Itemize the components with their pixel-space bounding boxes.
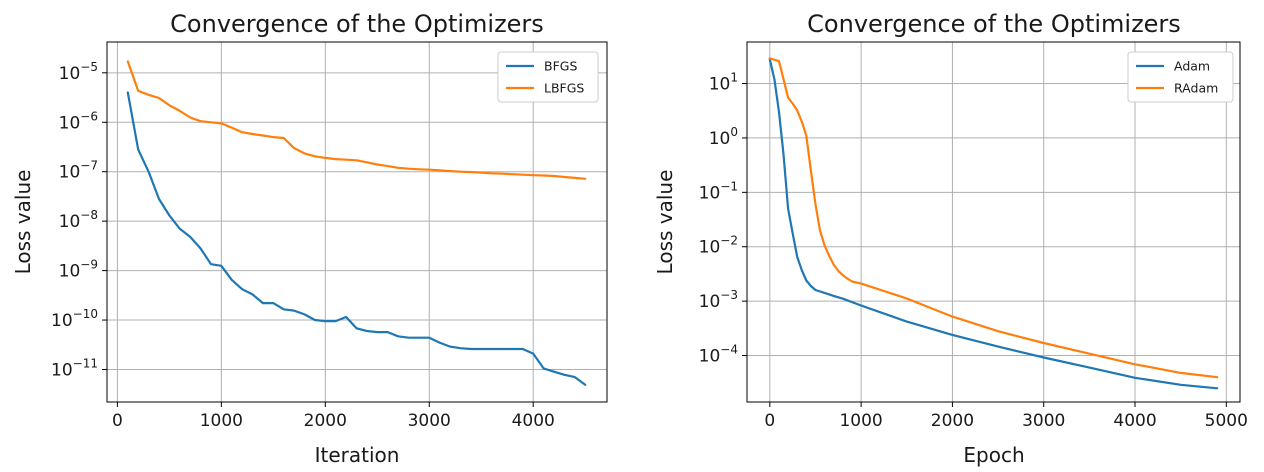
y-axis-label: Loss value (11, 170, 35, 275)
x-tick-labels: 0 1000 2000 3000 4000 (112, 402, 555, 431)
y-tick-label: 10−6 (59, 109, 98, 133)
x-tick-label: 1000 (200, 411, 243, 431)
legend: Adam RAdam (1127, 51, 1234, 103)
y-tick-label: 10−10 (51, 307, 98, 331)
y-tick-label: 10−1 (699, 179, 738, 203)
y-tick-label: 10−2 (699, 234, 738, 258)
x-tick-label: 4000 (1113, 411, 1156, 431)
x-tick-label: 3000 (408, 411, 451, 431)
y-tick-label: 10−5 (59, 60, 98, 84)
y-tick-label: 10−7 (59, 159, 98, 183)
series-lines (768, 57, 1219, 390)
x-tick-label: 1000 (839, 411, 882, 431)
chart-title: Convergence of the Optimizers (170, 10, 544, 38)
legend-label-bfgs: BFGS (544, 59, 577, 74)
legend-box (497, 51, 599, 103)
x-axis-label: Iteration (315, 443, 400, 467)
series-lines (126, 60, 587, 386)
y-tick-label: 101 (709, 71, 738, 95)
legend-box (1127, 51, 1234, 103)
x-tick-labels: 0 1000 2000 3000 4000 5000 (764, 402, 1248, 431)
x-axis-label: Epoch (963, 443, 1024, 467)
y-tick-label: 10−9 (59, 258, 98, 282)
y-tick-label: 10−8 (59, 208, 98, 232)
y-tick-labels: 10−11 10−10 10−9 10−8 10−7 10−6 10−5 (51, 60, 107, 380)
plot-area-frame (746, 41, 1241, 403)
series-line-radam (768, 57, 1219, 379)
plot-area-frame (106, 41, 608, 403)
chart-panel-left: Convergence of the Optimizers 0 1000 2000 3… (11, 10, 608, 467)
legend-label-lbfgs: LBFGS (544, 81, 584, 96)
x-tick-label: 0 (764, 411, 775, 431)
x-tick-label: 3000 (1022, 411, 1065, 431)
y-tick-label: 100 (709, 125, 738, 149)
series-line-bfgs (126, 91, 587, 386)
series-line-lbfgs (126, 60, 587, 180)
y-tick-label: 10−11 (51, 356, 98, 380)
legend-label-adam: Adam (1174, 59, 1210, 74)
legend-label-radam: RAdam (1174, 81, 1218, 96)
x-tick-label: 4000 (512, 411, 555, 431)
x-tick-label: 5000 (1205, 411, 1248, 431)
series-line-adam (768, 58, 1219, 390)
y-axis-label: Loss value (653, 170, 677, 275)
legend: BFGS LBFGS (497, 51, 599, 103)
x-tick-label: 2000 (931, 411, 974, 431)
y-tick-label: 10−4 (699, 343, 738, 367)
grid-lines (107, 42, 607, 402)
x-tick-label: 0 (112, 411, 123, 431)
x-tick-label: 2000 (304, 411, 347, 431)
y-tick-labels: 10−4 10−3 10−2 10−1 100 101 (699, 71, 747, 367)
chart-title: Convergence of the Optimizers (807, 10, 1181, 38)
chart-panel-right: Convergence of the Optimizers 0 1000 2000 3… (653, 10, 1248, 467)
y-tick-label: 10−3 (699, 288, 738, 312)
